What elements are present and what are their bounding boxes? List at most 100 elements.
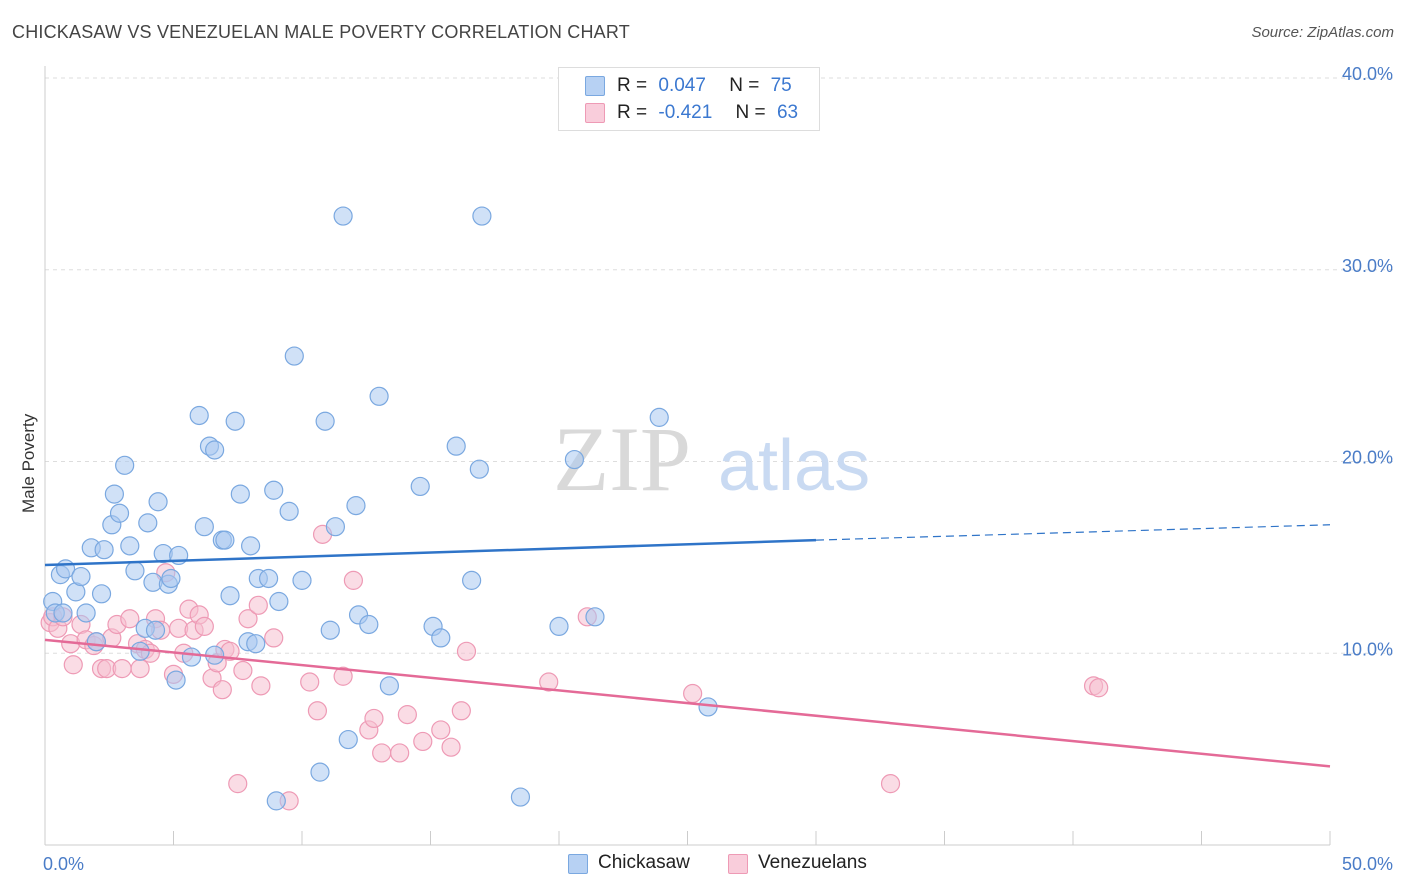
chickasaw-trend-extension (815, 524, 1331, 541)
venezuelans-point (251, 676, 271, 696)
chickasaw-point (125, 561, 145, 581)
chickasaw-point (315, 411, 335, 431)
chickasaw-point (258, 568, 279, 589)
venezuelans-point (390, 743, 410, 763)
chickasaw-point (585, 607, 605, 627)
watermark-atlas: atlas (718, 426, 870, 506)
venezuelans-point (397, 705, 417, 725)
chickasaw-point (333, 206, 353, 226)
chickasaw-point (115, 455, 135, 475)
venezuelans-swatch (728, 854, 748, 874)
chickasaw-point (346, 496, 366, 516)
venezuelans-point (413, 731, 433, 752)
chickasaw-point (564, 449, 585, 470)
chickasaw-point (220, 586, 240, 606)
chickasaw-point (91, 584, 112, 604)
chickasaw-point (120, 536, 140, 556)
venezuelans-point (431, 720, 451, 740)
chickasaw-point (510, 787, 531, 807)
venezuelans-point (343, 570, 363, 590)
chickasaw-point (189, 405, 209, 426)
venezuelans-point (120, 609, 140, 629)
venezuelans-point (372, 743, 392, 763)
chickasaw-point (369, 386, 389, 406)
chickasaw-point (225, 411, 245, 431)
chickasaw-point (310, 762, 330, 782)
x-tick-label: 50.0% (1342, 854, 1393, 874)
venezuelans-point (194, 616, 214, 637)
chickasaw-point (472, 206, 492, 226)
venezuelans-point (441, 737, 461, 757)
chickasaw-point (320, 620, 340, 640)
chickasaw-point (71, 566, 91, 587)
chickasaw-point (194, 517, 214, 537)
chickasaw-point (246, 634, 266, 654)
chickasaw-point (86, 632, 107, 652)
venezuelans-point (228, 774, 248, 794)
chart-title: CHICKASAW VS VENEZUELAN MALE POVERTY COR… (12, 22, 630, 42)
chickasaw-point (181, 647, 202, 667)
series-venezuelans-points (40, 524, 1109, 811)
chickasaw-point (145, 620, 166, 640)
legend-r-label: R = (617, 75, 648, 96)
venezuelans-point (683, 683, 703, 704)
y-axis-label: Male Poverty (19, 413, 38, 513)
venezuelans-point (63, 655, 83, 675)
chickasaw-swatch (585, 76, 605, 96)
chickasaw-point (284, 346, 304, 366)
chickasaw-point (94, 540, 114, 560)
chickasaw-point (446, 436, 466, 456)
y-tick-label: 40.0% (1342, 64, 1393, 84)
chickasaw-point (264, 480, 284, 500)
legend-r-label: R = (617, 102, 648, 123)
tick-labels: 10.0% 20.0% 30.0% 40.0% 0.0% 50.0% (43, 64, 1393, 874)
venezuelans-point (539, 672, 559, 692)
chickasaw-point (325, 517, 346, 537)
chickasaw-point (549, 616, 569, 637)
venezuelans-point (333, 666, 353, 686)
venezuelans-point (238, 609, 258, 629)
source-credit: Source: ZipAtlas.com (1251, 24, 1394, 41)
venezuelans-point (112, 658, 132, 679)
chickasaw-point (269, 591, 289, 612)
watermark: ZIP atlas (553, 408, 870, 510)
chickasaw-point (292, 570, 312, 590)
chickasaw-point (469, 459, 489, 479)
chickasaw-point (104, 484, 124, 504)
chickasaw-point (53, 603, 73, 623)
venezuelans-point (456, 641, 477, 661)
chickasaw-point (338, 729, 358, 750)
chickasaw-swatch (568, 854, 588, 874)
legend-r-value: -0.421 (658, 102, 713, 123)
chickasaw-point (649, 407, 669, 427)
chickasaw-point (76, 603, 96, 623)
venezuelans-point (248, 595, 268, 615)
y-tick-label: 30.0% (1342, 256, 1393, 276)
venezuelans-point (364, 708, 384, 729)
legend-r-value: 0.047 (658, 75, 706, 96)
bottom-legend-venezuelans: Venezuelans (728, 852, 888, 876)
chickasaw-point (462, 570, 482, 590)
chickasaw-point (215, 530, 235, 550)
y-tick-label: 10.0% (1342, 639, 1393, 659)
chickasaw-point (166, 670, 186, 690)
series-chickasaw-points (43, 206, 718, 811)
chickasaw-point (138, 513, 158, 533)
x-tick-label: 0.0% (43, 854, 84, 874)
venezuelans-trend-line (44, 638, 1331, 768)
bottom-legend-label: Venezuelans (758, 852, 867, 873)
venezuelans-point (300, 672, 320, 692)
chickasaw-point (205, 440, 225, 460)
chickasaw-point (109, 503, 130, 523)
legend-n-label: N = (735, 102, 766, 123)
chickasaw-point (266, 791, 286, 811)
chickasaw-point (431, 628, 451, 648)
chickasaw-point (379, 676, 399, 696)
chickasaw-point (279, 501, 299, 521)
bottom-legend-chickasaw: Chickasaw (568, 852, 708, 876)
venezuelans-point (307, 701, 328, 721)
legend-n-value: 75 (770, 75, 792, 96)
chickasaw-point (359, 614, 379, 635)
venezuelans-point (130, 658, 150, 679)
